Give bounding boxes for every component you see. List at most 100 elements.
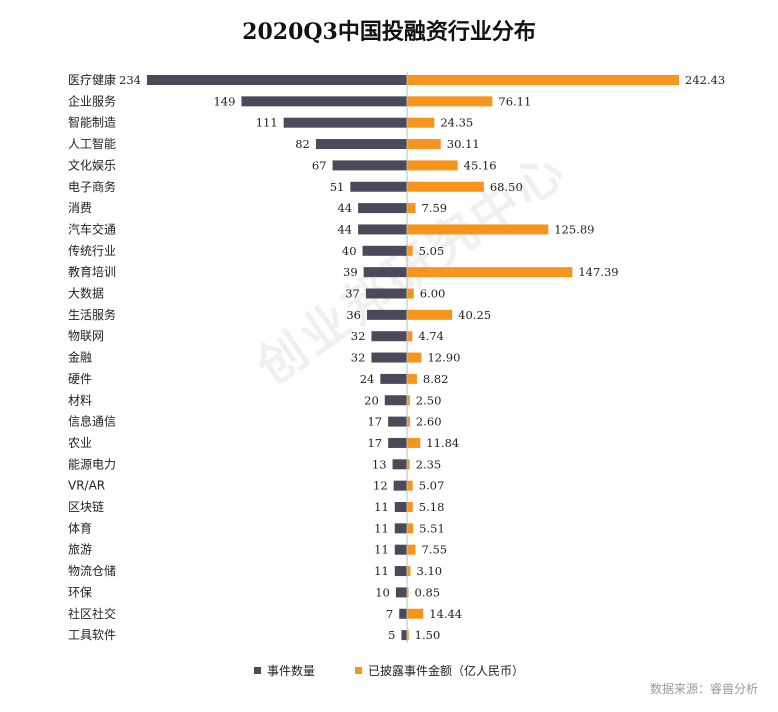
bar-amount [407, 117, 435, 128]
bar-count [394, 502, 407, 512]
count-label: 40 [342, 244, 357, 258]
amount-label: 2.50 [416, 393, 442, 407]
count-label: 11 [374, 500, 389, 514]
legend-swatch-count [253, 667, 261, 674]
category-label: 区块链 [68, 499, 104, 514]
bar-count [358, 224, 407, 235]
category-label: 传统行业 [68, 243, 116, 258]
bar-amount [407, 352, 422, 363]
bar-amount [407, 395, 410, 406]
count-label: 111 [256, 116, 278, 130]
count-label: 11 [374, 543, 389, 557]
bar-count [147, 75, 407, 85]
source-note: 数据来源：睿兽分析 [649, 682, 758, 696]
bar-count [393, 480, 407, 491]
category-label: 生活服务 [68, 307, 116, 322]
count-label: 44 [337, 201, 352, 215]
category-label: 工具软件 [68, 628, 116, 642]
category-label: 硬件 [68, 372, 92, 386]
amount-label: 24.35 [440, 116, 473, 130]
bar-amount [407, 75, 679, 85]
category-label: 教育培训 [68, 264, 116, 279]
count-label: 5 [388, 628, 395, 642]
legend: 事件数量 已披露事件金额（亿人民币） [0, 662, 778, 679]
count-label: 11 [374, 564, 389, 578]
category-label: 金融 [68, 350, 92, 365]
bar-count [371, 331, 407, 342]
count-label: 51 [330, 180, 345, 194]
bar-count [399, 608, 407, 619]
amount-label: 45.16 [464, 158, 497, 172]
amount-label: 5.07 [419, 479, 445, 493]
bar-count [241, 96, 407, 107]
bar-count [380, 373, 407, 384]
count-label: 37 [345, 287, 360, 301]
count-label: 12 [373, 479, 388, 493]
amount-label: 242.43 [685, 73, 725, 87]
category-label: 环保 [68, 585, 92, 599]
bar-amount [407, 160, 458, 171]
count-label: 10 [375, 585, 390, 599]
amount-label: 14.44 [429, 607, 462, 621]
category-label: 旅游 [68, 543, 92, 557]
chart-title: 2020Q3中国投融资行业分布 [242, 19, 536, 45]
bar-amount [407, 203, 416, 214]
bar-amount [407, 267, 573, 278]
legend-item-count: 事件数量 [253, 662, 315, 679]
amount-label: 11.84 [426, 436, 459, 450]
bar-count [283, 117, 407, 128]
bar-amount [407, 245, 413, 256]
legend-label-count: 事件数量 [266, 664, 315, 678]
bar-count [388, 437, 407, 448]
legend-label-amount: 已披露事件金额（亿人民币） [368, 664, 525, 678]
bar-count [401, 630, 407, 641]
bar-count [388, 416, 407, 427]
category-label: 人工智能 [68, 136, 116, 151]
bar-count [363, 267, 407, 278]
category-label: 智能制造 [68, 115, 116, 130]
amount-label: 7.59 [422, 201, 448, 215]
bar-amount [407, 523, 414, 534]
category-label: 社区社交 [68, 606, 116, 621]
bar-amount [407, 544, 416, 555]
bar-amount [407, 459, 410, 470]
bar-amount [407, 587, 409, 598]
bar-count [394, 523, 407, 534]
amount-label: 4.74 [418, 329, 444, 343]
category-label: 企业服务 [68, 93, 116, 108]
category-label: 材料 [68, 393, 92, 407]
category-label: 大数据 [68, 286, 104, 301]
bar-amount [407, 630, 409, 641]
count-label: 13 [372, 457, 387, 471]
category-label: 物流仓储 [68, 563, 116, 578]
bar-amount [407, 309, 453, 320]
legend-swatch-amount [355, 667, 362, 674]
count-label: 17 [367, 436, 382, 450]
category-label: 医疗健康 [68, 72, 116, 87]
legend-item-amount: 已披露事件金额（亿人民币） [355, 662, 524, 679]
count-label: 32 [351, 329, 366, 343]
bar-amount [407, 480, 413, 491]
bar-count [367, 309, 407, 320]
bar-amount [407, 608, 424, 619]
count-label: 39 [343, 265, 358, 279]
category-label: VR/AR [68, 479, 105, 493]
category-label: 体育 [68, 520, 92, 535]
bar-count [365, 288, 407, 299]
bar-count [394, 544, 407, 555]
category-label: 文化娱乐 [68, 157, 116, 172]
category-label: 汽车交通 [68, 221, 116, 236]
bar-count [332, 160, 407, 171]
count-label: 149 [213, 94, 235, 108]
count-label: 17 [367, 415, 382, 429]
category-label: 农业 [68, 436, 92, 450]
amount-label: 147.39 [578, 265, 618, 279]
amount-label: 0.85 [415, 585, 441, 599]
bar-amount [407, 566, 411, 577]
count-label: 234 [119, 73, 141, 87]
amount-label: 2.60 [416, 415, 442, 429]
category-label: 消费 [68, 201, 92, 215]
count-label: 82 [295, 137, 310, 151]
amount-label: 2.35 [416, 457, 442, 471]
